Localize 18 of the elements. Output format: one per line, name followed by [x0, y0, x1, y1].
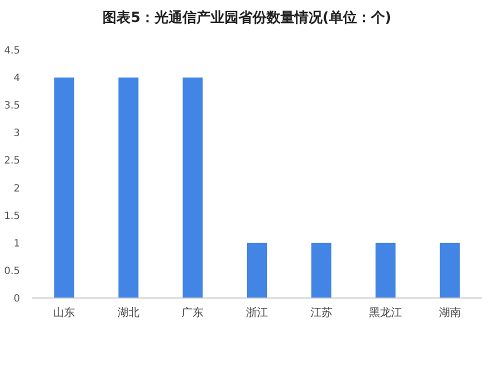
x-tick-label: 江苏	[310, 306, 332, 319]
y-tick-label: 3.5	[4, 100, 20, 112]
y-tick-label: 1.5	[4, 210, 20, 222]
x-tick-label: 广东	[182, 306, 204, 319]
y-tick-label: 2	[14, 183, 20, 194]
chart-title: 图表5：光通信产业园省份数量情况(单位：个)	[102, 9, 392, 26]
y-tick-label: 0	[14, 294, 20, 304]
y-tick-label: 1	[14, 238, 20, 250]
x-tick-label: 山东	[53, 306, 76, 319]
y-tick-label: 4	[14, 73, 20, 84]
x-tick-label: 湖南	[438, 306, 461, 319]
y-tick-label: 4.5	[4, 46, 20, 56]
y-tick-label: 0.5	[4, 266, 20, 277]
y-tick-label: 2.5	[4, 156, 20, 167]
y-tick-label: 3	[14, 128, 20, 140]
x-tick-label: 浙江	[246, 306, 268, 319]
x-tick-label: 黑龙江	[369, 306, 402, 319]
x-tick-label: 湖北	[117, 306, 140, 319]
